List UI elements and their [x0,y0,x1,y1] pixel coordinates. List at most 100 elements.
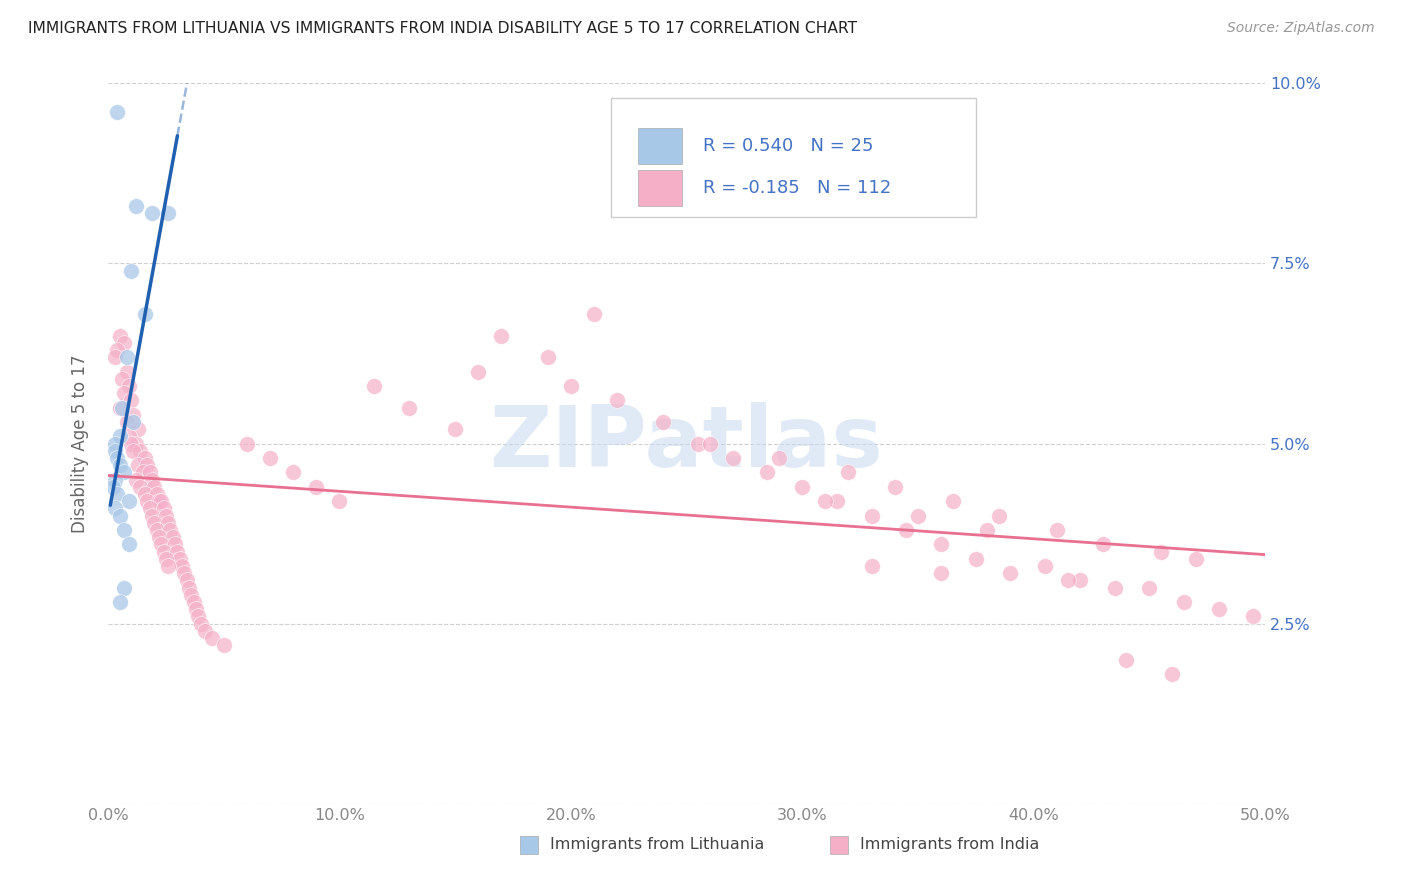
Point [136,494,159,508]
Point [155,551,177,566]
Text: Immigrants from Lithuania: Immigrants from Lithuania [550,838,765,853]
Point [138,501,160,516]
Point [259,450,281,465]
Point [896,523,918,537]
Point [281,466,304,480]
Point [194,624,217,638]
Point [129,443,152,458]
Point [122,415,145,429]
Point [152,501,174,516]
Text: ZIPatlas: ZIPatlas [489,402,883,485]
Point [756,466,779,480]
Point [201,631,224,645]
Point [115,364,138,378]
Point [398,401,420,415]
Point [101,480,124,494]
Point [162,530,184,544]
Point [305,480,328,494]
Point [118,429,141,443]
Point [120,436,142,450]
Point [1091,537,1114,551]
Point [115,415,138,429]
Bar [638,128,682,164]
Point [173,566,195,581]
Point [104,473,127,487]
Point [1000,566,1022,581]
Point [1104,581,1126,595]
Text: R = 0.540   N = 25: R = 0.540 N = 25 [703,137,873,155]
Point [125,473,148,487]
Point [118,379,141,393]
Point [148,530,170,544]
Point [112,581,135,595]
Point [134,487,156,501]
Point [212,638,235,652]
Point [860,508,883,523]
Bar [830,836,848,854]
Point [814,494,837,508]
Point [129,480,152,494]
Point [166,544,188,558]
Point [183,595,205,609]
Point [120,263,142,277]
Point [105,105,128,120]
Point [108,328,131,343]
Point [120,393,142,408]
Y-axis label: Disability Age 5 to 17: Disability Age 5 to 17 [72,354,89,533]
Point [792,480,814,494]
Point [108,595,131,609]
Point [125,436,148,450]
Point [134,307,156,321]
Point [699,436,721,450]
Point [942,494,965,508]
Point [108,401,131,415]
Point [125,199,148,213]
Point [157,558,180,573]
Point [1033,558,1056,573]
Point [929,537,952,551]
Point [157,516,180,530]
Point [145,523,167,537]
Point [177,581,200,595]
Point [112,523,135,537]
Point [169,551,191,566]
Point [1173,595,1195,609]
Point [108,508,131,523]
Point [560,379,582,393]
Bar [638,169,682,206]
Point [582,307,605,321]
Point [976,523,998,537]
Point [721,450,744,465]
Point [606,393,628,408]
Point [180,588,202,602]
Point [1161,667,1184,681]
Point [143,480,166,494]
Point [136,458,159,472]
Point [105,343,128,357]
Point [965,551,987,566]
Point [122,408,145,422]
Point [152,544,174,558]
Point [112,466,135,480]
Point [170,558,193,573]
Point [236,436,259,450]
Point [1046,523,1069,537]
Point [987,508,1010,523]
Point [929,566,952,581]
Point [118,494,141,508]
Point [328,494,350,508]
Point [127,458,149,472]
Point [115,350,138,364]
Point [444,422,467,436]
Point [1137,581,1160,595]
Text: Source: ZipAtlas.com: Source: ZipAtlas.com [1227,21,1375,35]
Point [184,602,207,616]
Point [111,401,134,415]
Point [143,516,166,530]
Point [141,473,163,487]
Text: Immigrants from India: Immigrants from India [860,838,1039,853]
FancyBboxPatch shape [612,98,976,217]
Point [860,558,883,573]
Point [148,494,170,508]
Point [155,508,177,523]
